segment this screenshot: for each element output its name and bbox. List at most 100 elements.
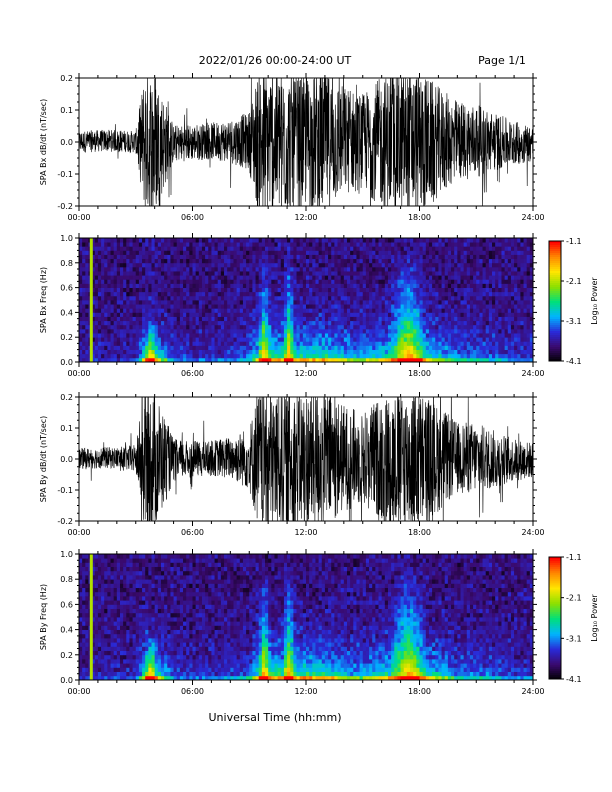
spectrogram-cell <box>466 304 471 309</box>
spectrogram-cell <box>97 608 102 614</box>
spectrogram-cell <box>85 242 89 247</box>
spectrogram-cell <box>167 283 171 288</box>
spectrogram-cell <box>507 337 512 342</box>
spectrogram-cell <box>492 337 496 342</box>
spectrogram-cell <box>495 262 499 268</box>
spectrogram-cell <box>299 283 304 288</box>
spectrogram-cell <box>356 275 360 280</box>
spectrogram-cell <box>110 357 115 363</box>
spectrogram-cell <box>91 324 96 330</box>
spectrogram-cell <box>255 246 260 251</box>
spectrogram-cell <box>362 337 367 342</box>
spectrogram-cell <box>365 246 370 251</box>
spectrogram-cell <box>176 258 181 264</box>
spectrogram-cell <box>492 295 496 301</box>
spectrogram-cell <box>79 275 83 280</box>
spectrogram-cell <box>142 271 146 276</box>
spectrogram-cell <box>255 333 260 338</box>
spectrogram-cell <box>350 333 354 338</box>
spectrogram-cell <box>91 617 96 622</box>
spectrogram-cell <box>214 271 219 276</box>
spectrogram-cell <box>438 262 442 268</box>
colorbar-swatch <box>549 243 561 246</box>
spectrogram-cell <box>151 345 156 350</box>
spectrogram-cell <box>138 320 143 326</box>
spectrogram-cell <box>387 328 392 334</box>
spectrogram-cell <box>126 266 130 272</box>
spectrogram-cell <box>394 262 398 268</box>
spectrogram-cell <box>85 337 89 342</box>
spectrogram-cell <box>482 304 487 309</box>
spectrogram-cell <box>274 308 279 313</box>
spectrogram-cell <box>132 353 137 359</box>
spectrogram-cell <box>173 353 178 359</box>
spectrogram-cell <box>438 283 442 288</box>
spectrogram-cell <box>469 246 474 251</box>
spectrogram-cell <box>79 654 83 660</box>
spectrogram-cell <box>416 250 420 255</box>
spectrogram-cell <box>321 283 326 288</box>
spectrogram-cell <box>469 254 474 260</box>
spectrogram-cell <box>469 275 474 280</box>
spectrogram-cell <box>230 262 234 268</box>
spectrogram-cell <box>227 250 231 255</box>
spectrogram-cell <box>463 337 468 342</box>
spectrogram-cell <box>91 254 96 260</box>
spectrogram-cell <box>167 287 171 293</box>
y-tick-label: 0.4 <box>60 308 73 317</box>
spectrogram-cell <box>107 349 111 355</box>
spectrogram-cell <box>157 250 162 255</box>
spectrogram-cell <box>469 324 474 330</box>
spectrogram-cell <box>97 638 102 643</box>
spectrogram-cell <box>476 271 480 276</box>
spectrogram-cell <box>217 238 222 243</box>
spectrogram-cell <box>277 275 282 280</box>
spectrogram-cell <box>198 250 203 255</box>
spectrogram-cell <box>107 328 111 334</box>
spectrogram-cell <box>413 275 417 280</box>
spectrogram-cell <box>265 279 269 284</box>
spectrogram-cell <box>520 250 524 255</box>
spectrogram-cell <box>268 246 272 251</box>
spectrogram-cell <box>167 349 171 355</box>
spectrogram-cell <box>504 324 509 330</box>
spectrogram-cell <box>492 316 496 322</box>
spectrogram-cell <box>97 295 102 301</box>
spectrogram-cell <box>220 316 225 322</box>
spectrogram-cell <box>97 633 102 639</box>
spectrogram-cell <box>230 287 234 293</box>
spectrogram-cell <box>283 238 288 243</box>
spectrogram-cell <box>328 238 332 243</box>
spectrogram-cell <box>233 279 238 284</box>
spectrogram-cell <box>208 266 212 272</box>
spectrogram-cell <box>293 337 297 342</box>
spectrogram-cell <box>224 246 228 251</box>
spectrogram-cell <box>309 300 313 305</box>
spectrogram-cell <box>208 328 212 334</box>
spectrogram-cell <box>104 654 108 660</box>
spectrogram-cell <box>451 312 455 317</box>
spectrogram-cell <box>444 266 449 272</box>
spectrogram-cell <box>217 262 222 268</box>
spectrogram-cell <box>406 312 411 317</box>
spectrogram-cell <box>170 320 174 326</box>
spectrogram-cell <box>501 333 506 338</box>
spectrogram-cell <box>350 254 354 260</box>
spectrogram-cell <box>416 304 420 309</box>
spectrogram-cell <box>485 238 490 243</box>
spectrogram-cell <box>287 262 291 268</box>
spectrogram-cell <box>183 345 187 350</box>
spectrogram-cell <box>422 320 427 326</box>
spectrogram-cell <box>394 291 398 297</box>
spectrogram-cell <box>469 349 474 355</box>
spectrogram-cell <box>451 337 455 342</box>
spectrogram-cell <box>189 246 193 251</box>
spectrogram-cell <box>460 349 465 355</box>
spectrogram-cell <box>406 242 411 247</box>
spectrogram-cell <box>160 262 165 268</box>
colorbar-swatch <box>549 339 561 342</box>
spectrogram-cell <box>400 300 405 305</box>
spectrogram-cell <box>186 246 190 251</box>
spectrogram-cell <box>488 324 493 330</box>
